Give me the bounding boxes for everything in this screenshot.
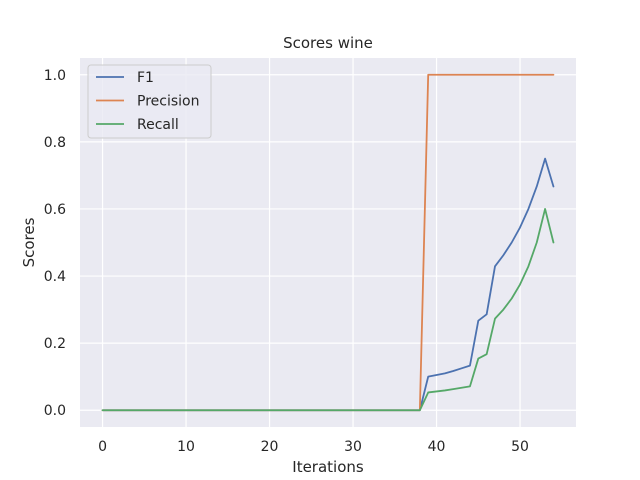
legend-label-precision: Precision [137,94,199,110]
y-tick-label: 1.0 [44,68,66,84]
y-axis-label: Scores [20,217,38,267]
x-tick-label: 10 [177,439,195,455]
grid [80,58,576,427]
legend: F1 Precision Recall [87,64,212,139]
series-line-recall [101,208,555,412]
x-axis-label: Iterations [292,458,364,476]
y-ticks: 0.0 0.2 0.4 0.6 0.8 1.0 [44,68,66,419]
legend-label-f1: F1 [137,70,154,86]
x-tick-label: 30 [344,439,362,455]
x-tick-label: 40 [428,439,446,455]
x-ticks: 0 10 20 30 40 50 [98,439,529,455]
legend-box [87,64,212,139]
chart-title: Scores wine [283,34,373,52]
y-tick-label: 0.8 [44,135,66,151]
y-tick-label: 0.0 [44,403,66,419]
y-tick-label: 0.4 [44,269,66,285]
y-tick-label: 0.6 [44,202,66,218]
x-tick-label: 0 [98,439,107,455]
x-tick-label: 50 [511,439,529,455]
y-tick-label: 0.2 [44,336,66,352]
legend-label-recall: Recall [137,117,179,133]
x-tick-label: 20 [261,439,279,455]
series-layer [101,73,555,412]
